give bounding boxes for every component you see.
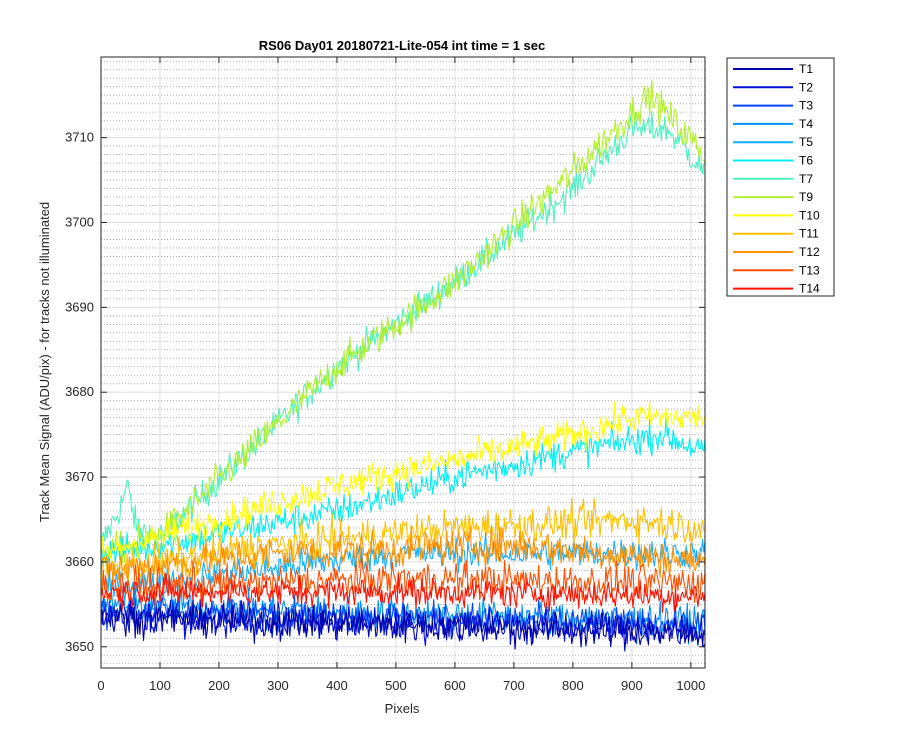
y-axis-label: Track Mean Signal (ADU/pix) - for tracks… bbox=[37, 202, 52, 522]
legend: T1 T2 T3 T4 T5 T6 T7 T9 T10 T11 T12 T13 T14 bbox=[726, 57, 835, 297]
series-line-t14 bbox=[100, 573, 706, 613]
legend-label-t13: T13 bbox=[799, 263, 820, 277]
legend-label-t10: T10 bbox=[799, 208, 820, 222]
x-tick-label: 200 bbox=[208, 678, 230, 693]
series-line-t10 bbox=[100, 400, 706, 561]
x-tick-label: 300 bbox=[267, 678, 289, 693]
legend-label-t9: T9 bbox=[799, 190, 813, 204]
series-line-t5 bbox=[100, 532, 706, 607]
x-tick-label: 900 bbox=[621, 678, 643, 693]
legend-label-t7: T7 bbox=[799, 172, 813, 186]
y-tick-label: 3710 bbox=[65, 130, 94, 145]
legend-label-t11: T11 bbox=[799, 227, 819, 241]
y-tick-label: 3680 bbox=[65, 384, 94, 399]
legend-label-t6: T6 bbox=[799, 154, 813, 168]
y-tick-label: 3700 bbox=[65, 214, 94, 229]
x-tick-label: 1000 bbox=[676, 678, 705, 693]
series-line-t7 bbox=[100, 111, 706, 553]
legend-label-t1: T1 bbox=[799, 62, 813, 76]
legend-label-t4: T4 bbox=[799, 117, 813, 131]
legend-label-t2: T2 bbox=[799, 80, 813, 94]
legend-box bbox=[726, 57, 835, 297]
series-line-t12 bbox=[100, 525, 706, 584]
x-tick-label: 600 bbox=[444, 678, 466, 693]
series-lines bbox=[100, 79, 706, 652]
plot-frame bbox=[100, 56, 706, 669]
legend-label-t14: T14 bbox=[799, 282, 820, 296]
x-tick-label: 400 bbox=[326, 678, 348, 693]
series-line-t6 bbox=[100, 417, 706, 568]
x-axis-label: Pixels bbox=[385, 701, 420, 716]
axis-ticks: 0 100 200 300 400 500 600 700 800 900 1000 3650 3660… bbox=[65, 57, 705, 693]
y-tick-label: 3650 bbox=[65, 639, 94, 654]
legend-label-t3: T3 bbox=[799, 99, 813, 113]
y-tick-label: 3670 bbox=[65, 469, 94, 484]
legend-label-t12: T12 bbox=[799, 245, 820, 259]
series-line-t9 bbox=[100, 79, 706, 567]
x-tick-label: 500 bbox=[385, 678, 407, 693]
x-tick-label: 700 bbox=[503, 678, 525, 693]
x-tick-label: 800 bbox=[562, 678, 584, 693]
x-tick-label: 0 bbox=[97, 678, 104, 693]
y-tick-label: 3690 bbox=[65, 299, 94, 314]
legend-label-t5: T5 bbox=[799, 135, 813, 149]
series-line-t1 bbox=[100, 596, 706, 652]
chart-title: RS06 Day01 20180721-Lite-054 int time = … bbox=[259, 38, 546, 53]
y-tick-label: 3660 bbox=[65, 554, 94, 569]
x-tick-label: 100 bbox=[149, 678, 171, 693]
